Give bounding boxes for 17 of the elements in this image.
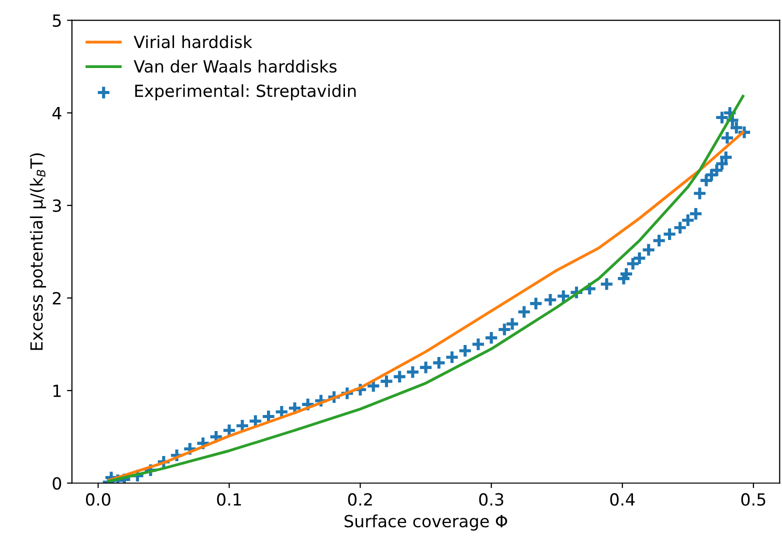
x-tick-label: 0.5	[741, 493, 766, 506]
x-tick-label: 0.1	[217, 493, 241, 506]
legend-label: Experimental: Streptavidin	[135, 84, 356, 100]
x-tick-label: 0.0	[86, 493, 110, 506]
y-tick-label: 2	[52, 292, 61, 304]
y-tick-label: 1	[53, 384, 61, 397]
y-tick-label: 5	[52, 14, 61, 27]
y-tick-label: 4	[52, 107, 62, 120]
legend-label: Van der Waals harddisks	[134, 60, 337, 73]
y-tick-label: 3	[52, 199, 61, 212]
x-axis-title: Surface coverage Φ	[344, 514, 508, 531]
legend-label: Virial harddisk	[134, 35, 252, 48]
y-axis-title: Excess potential μ/(k$_{B}$T)	[30, 153, 46, 350]
y-tick-label: 0	[52, 477, 62, 490]
x-tick-label: 0.4	[610, 493, 635, 506]
x-tick-label: 0.2	[348, 493, 372, 506]
x-tick-label: 0.3	[479, 493, 504, 506]
